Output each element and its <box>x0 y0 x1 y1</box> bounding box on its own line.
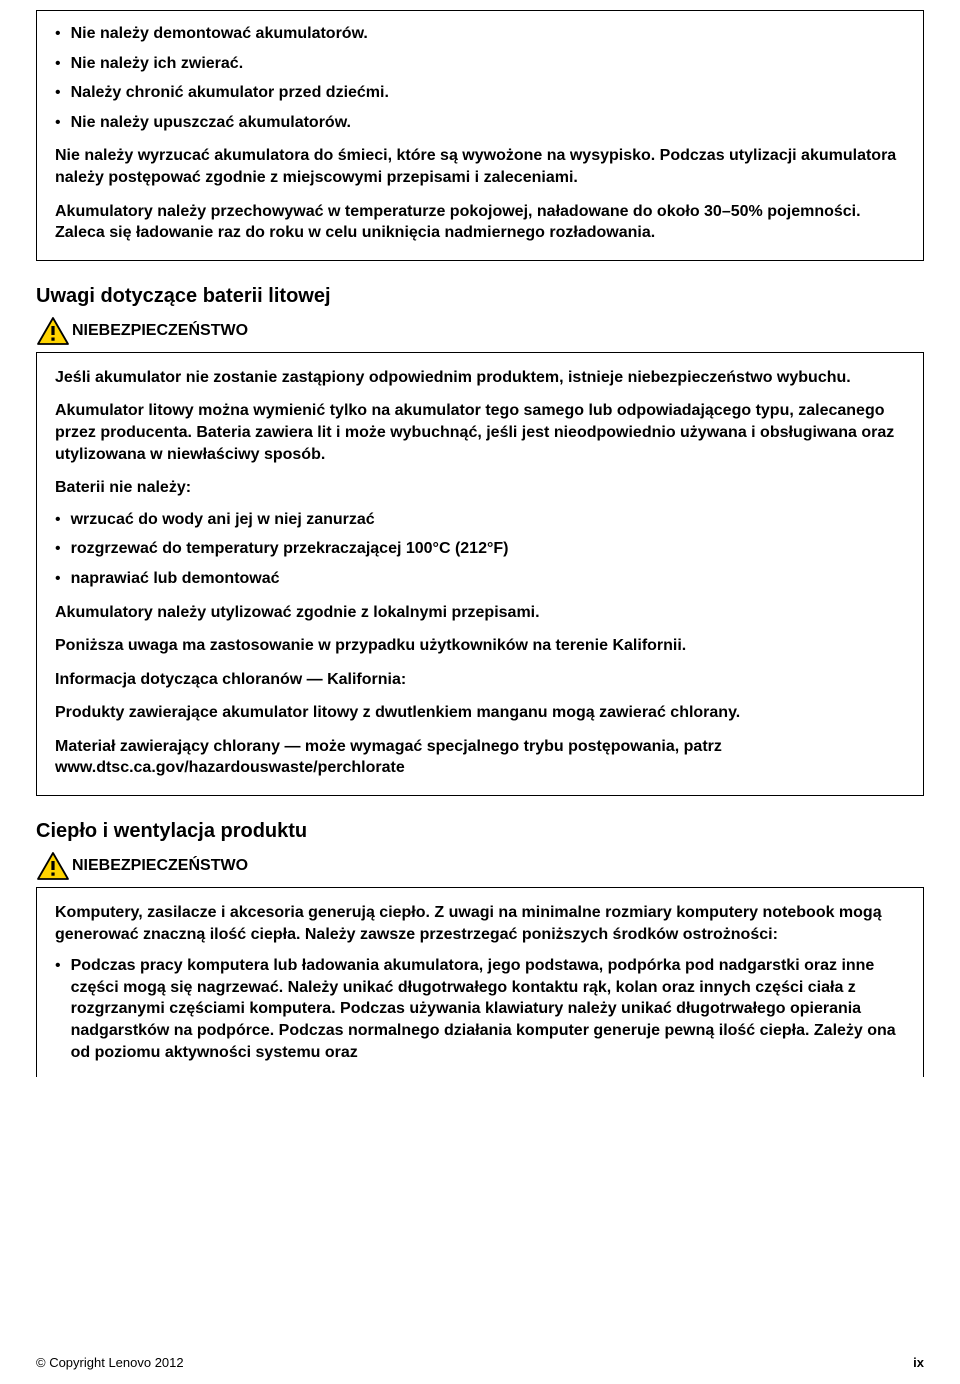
list-item: • wrzucać do wody ani jej w niej zanurza… <box>55 509 905 531</box>
paragraph: Akumulatory należy przechowywać w temper… <box>55 201 905 244</box>
bullet-dot: • <box>55 568 61 590</box>
copyright-text: © Copyright Lenovo 2012 <box>36 1355 184 1370</box>
danger-label: NIEBEZPIECZEŃSTWO <box>72 322 248 340</box>
list-item: • rozgrzewać do temperatury przekraczają… <box>55 538 905 560</box>
paragraph: Poniższa uwaga ma zastosowanie w przypad… <box>55 635 905 657</box>
bullet-text: rozgrzewać do temperatury przekraczające… <box>71 538 509 560</box>
bullet-dot: • <box>55 23 61 45</box>
list-item: • Nie należy ich zwierać. <box>55 53 905 75</box>
bullet-dot: • <box>55 955 61 977</box>
bullet-dot: • <box>55 53 61 75</box>
paragraph: Akumulator litowy można wymienić tylko n… <box>55 400 905 465</box>
danger-row: NIEBEZPIECZEŃSTWO <box>36 851 924 881</box>
danger-row: NIEBEZPIECZEŃSTWO <box>36 316 924 346</box>
bullet-text: Podczas pracy komputera lub ładowania ak… <box>71 955 905 1063</box>
danger-label: NIEBEZPIECZEŃSTWO <box>72 857 248 875</box>
bullet-list: • wrzucać do wody ani jej w niej zanurza… <box>55 509 905 590</box>
section-heading-heat: Ciepło i wentylacja produktu <box>36 820 924 843</box>
bullet-text: Nie należy demontować akumulatorów. <box>71 23 368 45</box>
paragraph: Akumulatory należy utylizować zgodnie z … <box>55 602 905 624</box>
heat-warning-box: Komputery, zasilacze i akcesoria generuj… <box>36 887 924 1077</box>
paragraph: Jeśli akumulator nie zostanie zastąpiony… <box>55 367 905 389</box>
paragraph: Produkty zawierające akumulator litowy z… <box>55 702 905 724</box>
bullet-list: • Nie należy demontować akumulatorów. • … <box>55 23 905 133</box>
section-heading-lithium: Uwagi dotyczące baterii litowej <box>36 285 924 308</box>
top-warning-box: • Nie należy demontować akumulatorów. • … <box>36 10 924 261</box>
paragraph: Nie należy wyrzucać akumulatora do śmiec… <box>55 145 905 188</box>
bullet-text: wrzucać do wody ani jej w niej zanurzać <box>71 509 375 531</box>
warning-icon <box>36 851 70 881</box>
list-item: • Należy chronić akumulator przed dziećm… <box>55 82 905 104</box>
lithium-warning-box: Jeśli akumulator nie zostanie zastąpiony… <box>36 352 924 796</box>
bullet-dot: • <box>55 82 61 104</box>
page-number: ix <box>913 1355 924 1370</box>
bullet-text: Należy chronić akumulator przed dziećmi. <box>71 82 389 104</box>
bullet-text: Nie należy upuszczać akumulatorów. <box>71 112 351 134</box>
paragraph: Informacja dotycząca chloranów — Kalifor… <box>55 669 905 691</box>
bullet-text: Nie należy ich zwierać. <box>71 53 244 75</box>
list-item: • Podczas pracy komputera lub ładowania … <box>55 955 905 1063</box>
bullet-list: • Podczas pracy komputera lub ładowania … <box>55 955 905 1063</box>
bullet-dot: • <box>55 538 61 560</box>
warning-icon <box>36 316 70 346</box>
paragraph: Materiał zawierający chlorany — może wym… <box>55 736 905 779</box>
paragraph: Komputery, zasilacze i akcesoria generuj… <box>55 902 905 945</box>
list-item: • Nie należy upuszczać akumulatorów. <box>55 112 905 134</box>
paragraph: Baterii nie należy: <box>55 477 905 499</box>
bullet-dot: • <box>55 509 61 531</box>
bullet-dot: • <box>55 112 61 134</box>
bullet-text: naprawiać lub demontować <box>71 568 280 590</box>
list-item: • Nie należy demontować akumulatorów. <box>55 23 905 45</box>
list-item: • naprawiać lub demontować <box>55 568 905 590</box>
page-footer: © Copyright Lenovo 2012 ix <box>36 1355 924 1370</box>
